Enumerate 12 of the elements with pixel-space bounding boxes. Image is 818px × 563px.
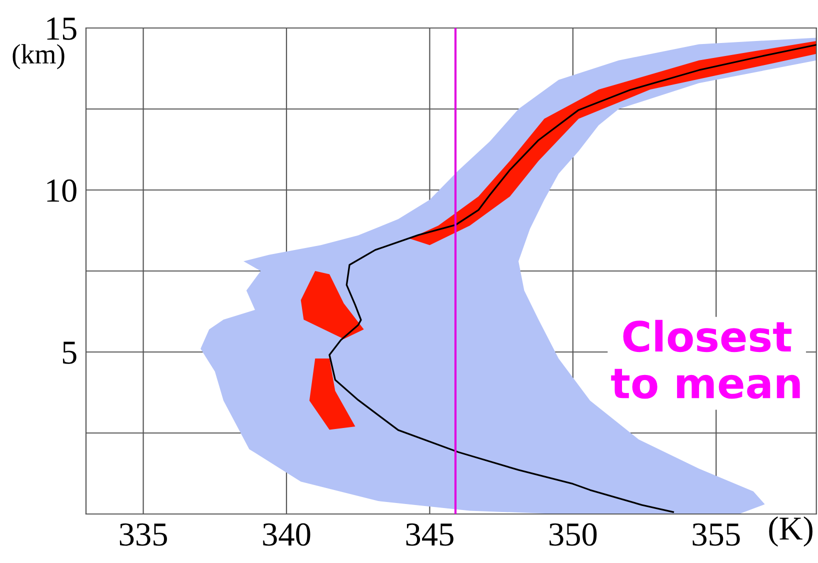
x-tick-label: 355 xyxy=(692,523,740,546)
line-series xyxy=(328,44,816,513)
x-axis-title: (K) xyxy=(769,516,812,547)
x-tick-label: 350 xyxy=(550,523,597,546)
y-tick-label: 5 xyxy=(62,342,76,364)
x-tick-label: 345 xyxy=(406,523,454,546)
x-tick-label: 335 xyxy=(120,523,167,546)
y-tick-label: 10 xyxy=(47,179,76,202)
y-tick-label: 15 xyxy=(47,18,76,40)
y-axis-title: (km) xyxy=(12,44,64,70)
annotation: Closest to mean xyxy=(611,320,800,399)
x-tick-label: 340 xyxy=(263,523,310,546)
